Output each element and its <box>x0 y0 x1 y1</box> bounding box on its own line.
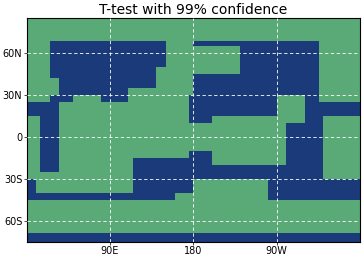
Title: T-test with 99% confidence: T-test with 99% confidence <box>99 3 287 17</box>
